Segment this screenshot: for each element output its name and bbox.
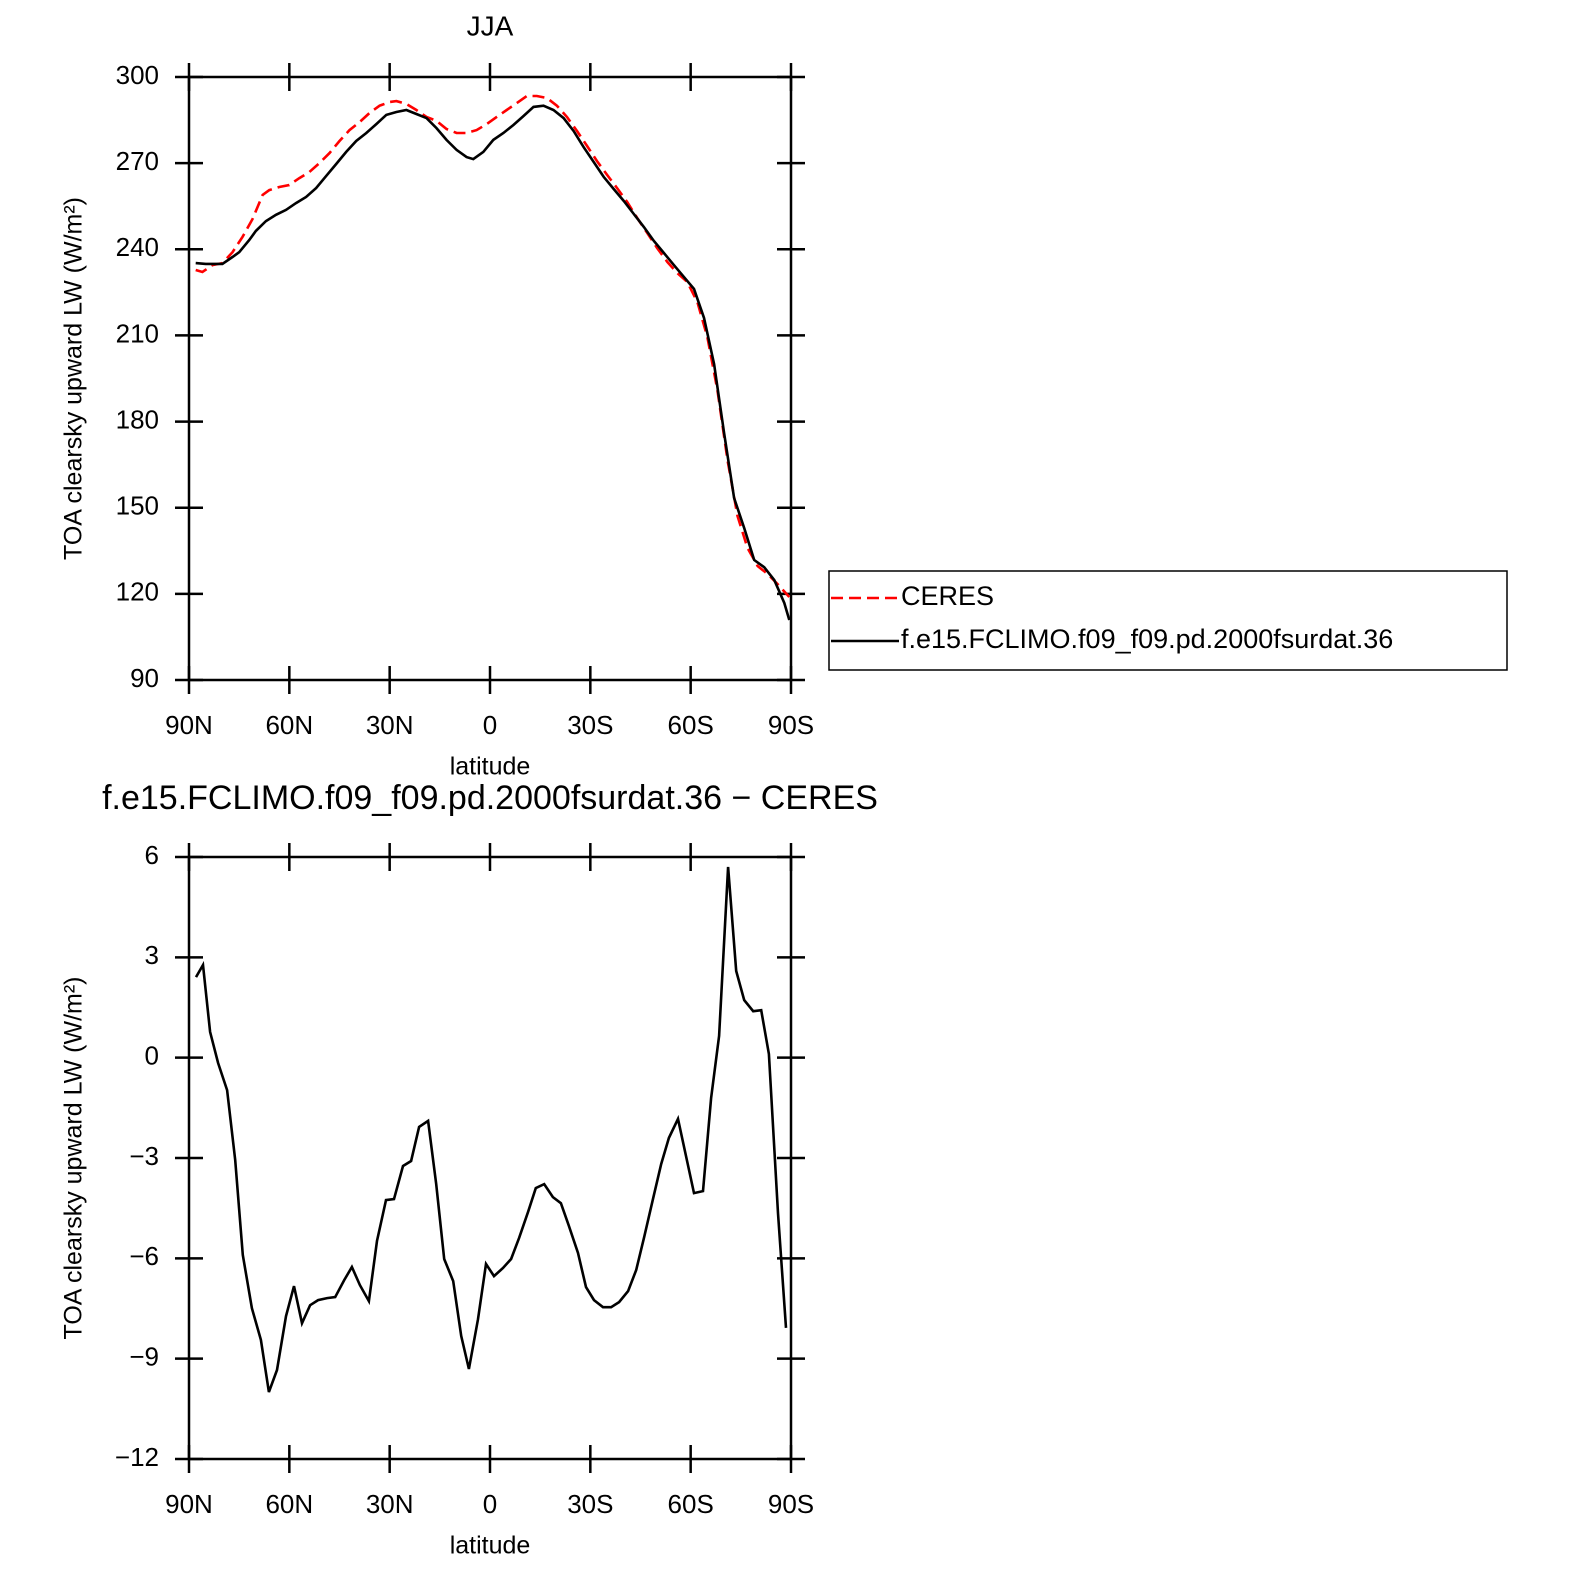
x-tick-label: 90N	[165, 1489, 213, 1519]
y-tick-label: 210	[116, 318, 159, 348]
plot-frame	[187, 855, 793, 1461]
x-tick-label: 60N	[265, 1489, 313, 1519]
data-line	[194, 866, 788, 1393]
y-tick-label: 300	[116, 60, 159, 90]
y-tick-label: 0	[145, 1041, 159, 1071]
x-tick-label: 30S	[567, 710, 613, 740]
x-tick-label: 60N	[265, 710, 313, 740]
chart-title: JJA	[467, 10, 514, 41]
x-tick-label: 0	[483, 710, 497, 740]
x-tick-label: 60S	[668, 710, 714, 740]
x-tick-label: 0	[483, 1489, 497, 1519]
x-axis-label: latitude	[450, 1532, 531, 1560]
y-tick-label: 6	[145, 840, 159, 870]
y-tick-label: −3	[129, 1141, 159, 1171]
y-tick-label: 120	[116, 577, 159, 607]
y-tick-label: 180	[116, 404, 159, 434]
data-line	[195, 94, 791, 598]
chart-title: f.e15.FCLIMO.f09_f09.pd.2000fsurdat.36 −…	[102, 779, 878, 817]
plot-frame	[187, 75, 793, 682]
y-tick-label: 90	[130, 663, 159, 693]
legend-label: f.e15.FCLIMO.f09_f09.pd.2000fsurdat.36	[901, 624, 1393, 654]
y-tick-label: −6	[129, 1241, 159, 1271]
legend-label: CERES	[901, 581, 994, 611]
x-tick-label: 90S	[768, 710, 814, 740]
x-tick-label: 60S	[668, 1489, 714, 1519]
x-tick-label: 30S	[567, 1489, 613, 1519]
y-tick-label: −12	[115, 1442, 159, 1472]
legend-box	[828, 570, 1508, 671]
y-axis-label: TOA clearsky upward LW (W/m²)	[60, 976, 88, 1339]
x-axis-label: latitude	[450, 753, 531, 781]
x-tick-label: 30N	[366, 710, 414, 740]
y-tick-label: 3	[145, 940, 159, 970]
x-tick-label: 30N	[366, 1489, 414, 1519]
y-axis-label: TOA clearsky upward LW (W/m²)	[60, 197, 88, 560]
x-tick-label: 90N	[165, 710, 213, 740]
y-tick-label: 240	[116, 232, 159, 262]
x-tick-label: 90S	[768, 1489, 814, 1519]
y-tick-label: −9	[129, 1342, 159, 1372]
data-line	[195, 104, 791, 621]
y-tick-label: 150	[116, 491, 159, 521]
y-tick-label: 270	[116, 146, 159, 176]
